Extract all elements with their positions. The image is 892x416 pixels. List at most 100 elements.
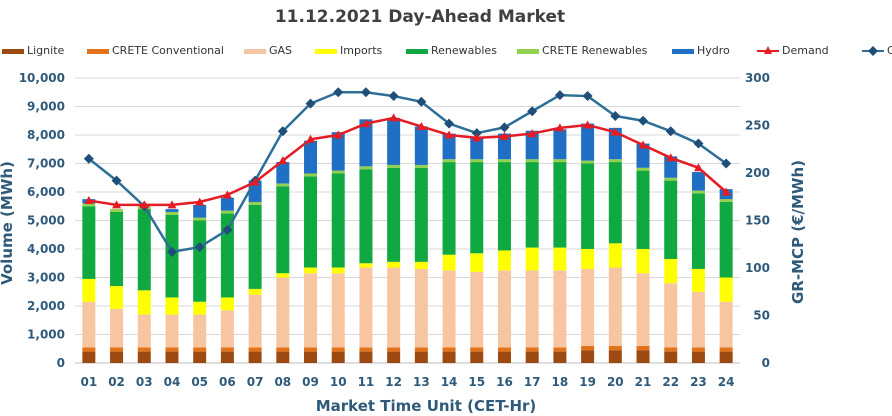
demand-marker [222, 190, 232, 199]
bar-crete-renewables [664, 177, 678, 181]
bar-lignite [304, 351, 318, 363]
x-tick-label: 15 [468, 375, 485, 389]
bar-renewables [414, 167, 428, 262]
y-tick-label: 4,000 [27, 242, 65, 256]
demand-marker [693, 163, 703, 172]
bar-crete-conventional [664, 347, 678, 352]
bar-imports [359, 263, 373, 268]
bar-crete-renewables [414, 164, 428, 168]
y2-tick-label: 100 [745, 261, 770, 275]
bar-imports [248, 288, 262, 295]
x-tick-label: 16 [496, 375, 513, 389]
y-tick-label: 0 [57, 356, 65, 370]
bar-crete-conventional [304, 347, 318, 352]
mcp-marker [499, 122, 510, 133]
y-tick-label: 5,000 [27, 214, 65, 228]
bar-crete-conventional [581, 345, 595, 351]
bar-crete-conventional [497, 347, 511, 352]
bar-lignite [719, 351, 733, 363]
demand-marker [333, 130, 343, 139]
bar-gas [470, 271, 484, 348]
x-axis-label: Market Time Unit (CET-Hr) [316, 397, 537, 415]
bar-gas [414, 268, 428, 348]
bar-crete-renewables [691, 190, 705, 194]
bar-crete-renewables [442, 159, 456, 163]
mcp-marker [360, 87, 371, 98]
bar-crete-conventional [442, 347, 456, 352]
y-tick-label: 2,000 [27, 299, 65, 313]
bar-crete-renewables [387, 164, 401, 168]
bar-crete-renewables [608, 159, 622, 163]
y-tick-label: 10,000 [19, 71, 65, 85]
bar-imports [82, 278, 96, 302]
chart-title: 11.12.2021 Day-Ahead Market [275, 7, 565, 27]
x-tick-label: 03 [136, 375, 153, 389]
mcp-marker [166, 246, 177, 257]
mcp-marker [194, 242, 205, 253]
demand-marker [195, 197, 205, 206]
legend-label-hydro: Hydro [697, 44, 730, 57]
bar-renewables [137, 209, 151, 291]
bar-crete-renewables [636, 167, 650, 171]
bar-imports [719, 277, 733, 302]
demand-marker [638, 140, 648, 149]
bar-imports [414, 261, 428, 269]
bar-crete-conventional [165, 347, 179, 352]
bar-crete-conventional [608, 345, 622, 351]
bar-crete-conventional [525, 347, 539, 352]
demand-marker [527, 129, 537, 138]
y2-axis-label: GR-MCP (€/MWh) [789, 160, 807, 304]
x-tick-label: 02 [108, 375, 125, 389]
bar-crete-conventional [110, 347, 124, 352]
mcp-marker [277, 126, 288, 137]
bar-crete-conventional [82, 347, 96, 352]
mcp-marker [111, 175, 122, 186]
demand-marker [167, 200, 177, 209]
bar-crete-conventional [414, 347, 428, 352]
bar-gas [497, 270, 511, 348]
x-tick-label: 08 [274, 375, 291, 389]
x-tick-label: 17 [524, 375, 541, 389]
legend-marker-demand [764, 46, 772, 54]
bar-renewables [387, 167, 401, 262]
bar-imports [165, 297, 179, 315]
y-tick-label: 1,000 [27, 328, 65, 342]
bar-hydro [608, 127, 622, 160]
bar-hydro [470, 136, 484, 160]
x-tick-label: 14 [441, 375, 458, 389]
bar-lignite [331, 351, 345, 363]
bar-hydro [193, 204, 207, 218]
bar-imports [553, 247, 567, 271]
bar-imports [442, 254, 456, 271]
x-tick-label: 10 [330, 375, 347, 389]
bar-imports [387, 261, 401, 268]
x-tick-label: 19 [579, 375, 596, 389]
mcp-marker [554, 90, 565, 101]
bar-renewables [664, 180, 678, 259]
bar-renewables [82, 206, 96, 279]
bar-lignite [137, 351, 151, 363]
demand-marker [250, 177, 260, 186]
x-tick-label: 04 [164, 375, 181, 389]
bar-lignite [553, 351, 567, 363]
x-tick-label: 07 [247, 375, 264, 389]
bar-renewables [525, 162, 539, 248]
demand-marker [555, 123, 565, 132]
bar-crete-renewables [719, 199, 733, 202]
bar-crete-conventional [331, 347, 345, 352]
demand-marker [499, 131, 509, 140]
bar-lignite [525, 351, 539, 363]
bar-crete-renewables [82, 203, 96, 207]
x-tick-label: 05 [191, 375, 208, 389]
bar-lignite [193, 351, 207, 363]
bar-imports [608, 243, 622, 268]
mcp-marker [83, 153, 94, 164]
x-tick-label: 01 [81, 375, 98, 389]
bar-gas [193, 314, 207, 348]
bar-hydro [165, 209, 179, 212]
bar-crete-conventional [220, 347, 234, 352]
x-tick-label: 18 [552, 375, 569, 389]
bar-hydro [691, 172, 705, 191]
bar-imports [193, 301, 207, 315]
